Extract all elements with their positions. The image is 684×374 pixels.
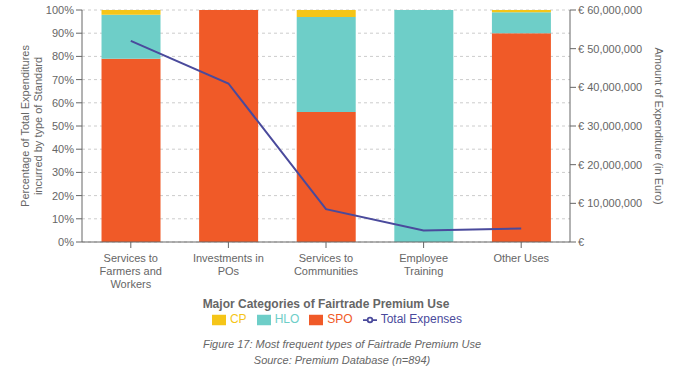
svg-text:€ 60,000,000: € 60,000,000 xyxy=(578,4,642,16)
svg-text:60%: 60% xyxy=(52,97,74,109)
svg-text:Other Uses: Other Uses xyxy=(493,252,549,264)
svg-text:30%: 30% xyxy=(52,166,74,178)
svg-text:€ 30,000,000: € 30,000,000 xyxy=(578,120,642,132)
html-text:CP: CP xyxy=(230,312,247,326)
svg-text:€: € xyxy=(578,236,584,248)
html-text:Source: Premium Database (n=89: Source: Premium Database (n=894) xyxy=(253,354,431,366)
svg-text:10%: 10% xyxy=(52,213,74,225)
svg-text:Services toFarmers andWorkers: Services toFarmers andWorkers xyxy=(100,252,162,290)
html-text:Total Expenses: Total Expenses xyxy=(380,312,462,326)
svg-text:Services toCommunities: Services toCommunities xyxy=(294,252,359,277)
svg-text:Major Categories of Fairtrade: Major Categories of Fairtrade Premium Us… xyxy=(203,297,450,311)
svg-text:20%: 20% xyxy=(52,190,74,202)
svg-text:70%: 70% xyxy=(52,74,74,86)
svg-text:EmployeeTraining: EmployeeTraining xyxy=(399,252,448,277)
svg-text:€ 50,000,000: € 50,000,000 xyxy=(578,43,642,55)
svg-text:€ 10,000,000: € 10,000,000 xyxy=(578,197,642,209)
svg-text:€ 40,000,000: € 40,000,000 xyxy=(578,81,642,93)
svg-text:Investments inPOs: Investments inPOs xyxy=(193,252,264,277)
svg-text:40%: 40% xyxy=(52,143,74,155)
svg-text:Percentage of Total Expenditur: Percentage of Total Expendituresincurred… xyxy=(19,45,44,207)
html-text:SPO: SPO xyxy=(327,312,353,326)
svg-text:0%: 0% xyxy=(58,236,74,248)
svg-text:80%: 80% xyxy=(52,50,74,62)
svg-text:Amount of Expenditure (in Euro: Amount of Expenditure (in Euro) xyxy=(653,47,665,204)
svg-text:50%: 50% xyxy=(52,120,74,132)
svg-text:90%: 90% xyxy=(52,27,74,39)
svg-text:100%: 100% xyxy=(46,4,74,16)
svg-text:€ 20,000,000: € 20,000,000 xyxy=(578,159,642,171)
html-text:HLO: HLO xyxy=(274,312,300,326)
html-text:Figure 17: Most frequent types: Figure 17: Most frequent types of Fairtr… xyxy=(202,338,482,350)
